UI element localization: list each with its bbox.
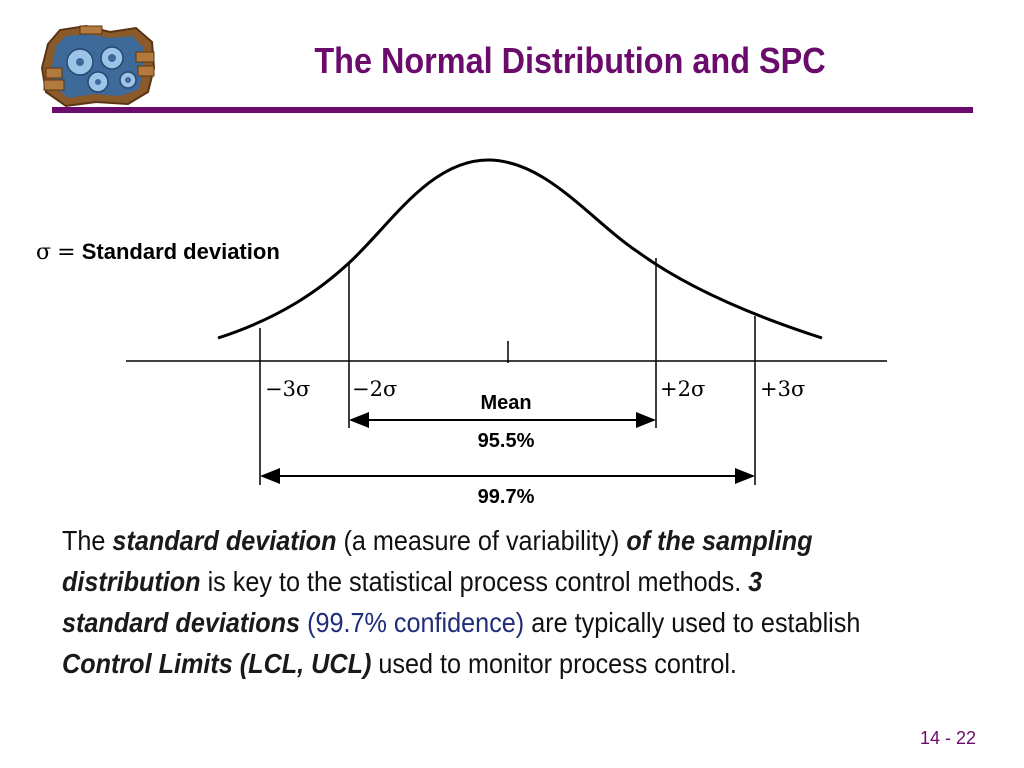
gears-brick-logo bbox=[40, 24, 156, 108]
confidence-note: (99.7% confidence) bbox=[307, 607, 525, 638]
term-sampling-distribution: of the sampling distribution bbox=[62, 525, 813, 597]
body-text-3: is key to the statistical process contro… bbox=[200, 566, 749, 597]
title-divider bbox=[52, 107, 973, 113]
sigma-definition-text: Standard deviation bbox=[81, 239, 280, 264]
slide-title: The Normal Distribution and SPC bbox=[314, 40, 826, 81]
body-text-1: The bbox=[62, 525, 113, 556]
term-control-limits: Control Limits (LCL, UCL) bbox=[62, 648, 372, 679]
equals-sign: = bbox=[57, 240, 76, 265]
term-3-standard-deviations: 3 standard deviations bbox=[62, 566, 763, 638]
bell-curve bbox=[217, 158, 823, 340]
label-plus-3-sigma: +3σ bbox=[760, 377, 806, 401]
sigma-definition: σ = Standard deviation bbox=[36, 239, 280, 265]
term-standard-deviation: standard deviation bbox=[112, 525, 337, 556]
label-99-7-percent: 99.7% bbox=[477, 486, 535, 508]
sigma-symbol: σ bbox=[36, 240, 52, 265]
label-95-5-percent: 95.5% bbox=[477, 430, 535, 452]
explanation-paragraph: The standard deviation (a measure of var… bbox=[62, 520, 872, 684]
label-minus-2-sigma: −2σ bbox=[352, 377, 398, 401]
label-minus-3-sigma: −3σ bbox=[265, 377, 311, 401]
label-plus-2-sigma: +2σ bbox=[660, 377, 706, 401]
body-text-2: (a measure of variability) bbox=[336, 525, 627, 556]
label-mean: Mean bbox=[480, 392, 532, 414]
page-number: 14 - 22 bbox=[919, 728, 976, 748]
body-text-4: are typically used to establish bbox=[524, 607, 861, 638]
body-text-5: used to monitor process control. bbox=[371, 648, 737, 679]
